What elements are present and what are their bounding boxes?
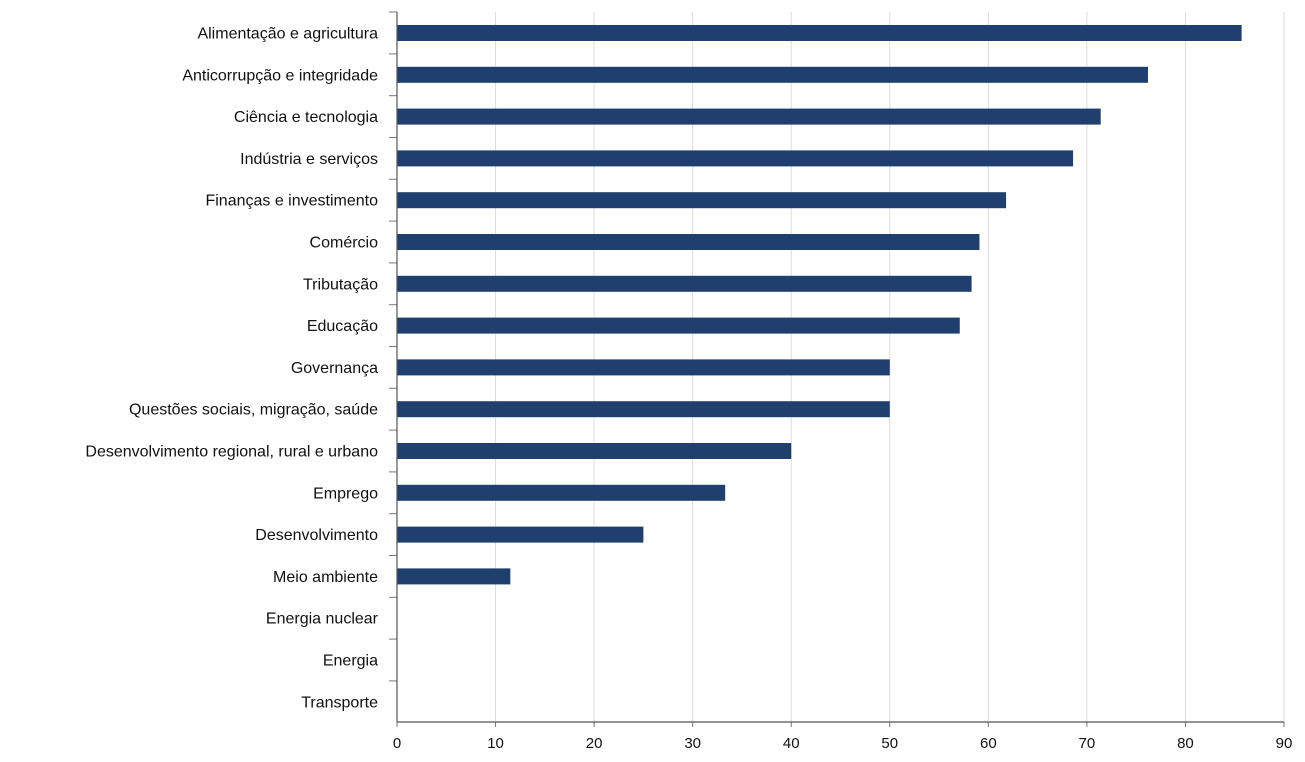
bar bbox=[397, 192, 1007, 209]
bar bbox=[397, 275, 972, 292]
x-tick-labels: 0 10 20 30 40 50 60 70 80 90 bbox=[393, 735, 1293, 752]
category-label: Desenvolvimento regional, rural e urbano bbox=[85, 444, 378, 461]
bar bbox=[397, 526, 644, 543]
bar bbox=[397, 359, 890, 376]
category-label: Ciência e tecnologia bbox=[234, 109, 378, 126]
x-tick-label: 60 bbox=[980, 735, 997, 752]
x-tick-label: 30 bbox=[684, 735, 701, 752]
bar bbox=[397, 401, 890, 418]
category-label: Educação bbox=[307, 318, 378, 335]
bar bbox=[397, 108, 1101, 125]
bars bbox=[397, 25, 1242, 585]
category-label: Alimentação e agricultura bbox=[197, 26, 378, 43]
category-label: Tributação bbox=[303, 276, 378, 293]
bar bbox=[397, 234, 980, 250]
x-tick-label: 80 bbox=[1177, 735, 1194, 752]
bar bbox=[397, 568, 511, 585]
bar bbox=[397, 443, 792, 459]
category-label: Energia nuclear bbox=[266, 611, 379, 628]
x-tick-label: 10 bbox=[487, 735, 504, 752]
category-label: Questões sociais, migração, saúde bbox=[129, 402, 378, 419]
category-label: Energia bbox=[323, 653, 378, 670]
category-label: Comércio bbox=[310, 235, 379, 252]
axes bbox=[389, 11, 1285, 727]
x-tick-label: 0 bbox=[393, 735, 401, 752]
bar bbox=[397, 150, 1074, 167]
category-label: Emprego bbox=[313, 485, 378, 502]
category-label: Meio ambiente bbox=[273, 569, 378, 586]
x-tick-label: 50 bbox=[881, 735, 898, 752]
category-label: Desenvolvimento bbox=[255, 527, 378, 544]
bar bbox=[397, 317, 960, 334]
category-label: Transporte bbox=[301, 694, 378, 711]
category-label: Anticorrupção e integridade bbox=[182, 67, 378, 84]
category-label: Finanças e investimento bbox=[205, 193, 378, 210]
x-tick-label: 40 bbox=[783, 735, 800, 752]
bar bbox=[397, 66, 1148, 83]
x-tick-label: 20 bbox=[586, 735, 603, 752]
category-labels: Alimentação e agricultura Anticorrupção e… bbox=[85, 26, 378, 712]
bar bbox=[397, 484, 726, 501]
x-tick-label: 90 bbox=[1276, 735, 1293, 752]
bar bbox=[397, 25, 1242, 41]
category-label: Governança bbox=[291, 360, 378, 377]
x-tick-label: 70 bbox=[1079, 735, 1096, 752]
category-label: Indústria e serviços bbox=[240, 151, 378, 168]
